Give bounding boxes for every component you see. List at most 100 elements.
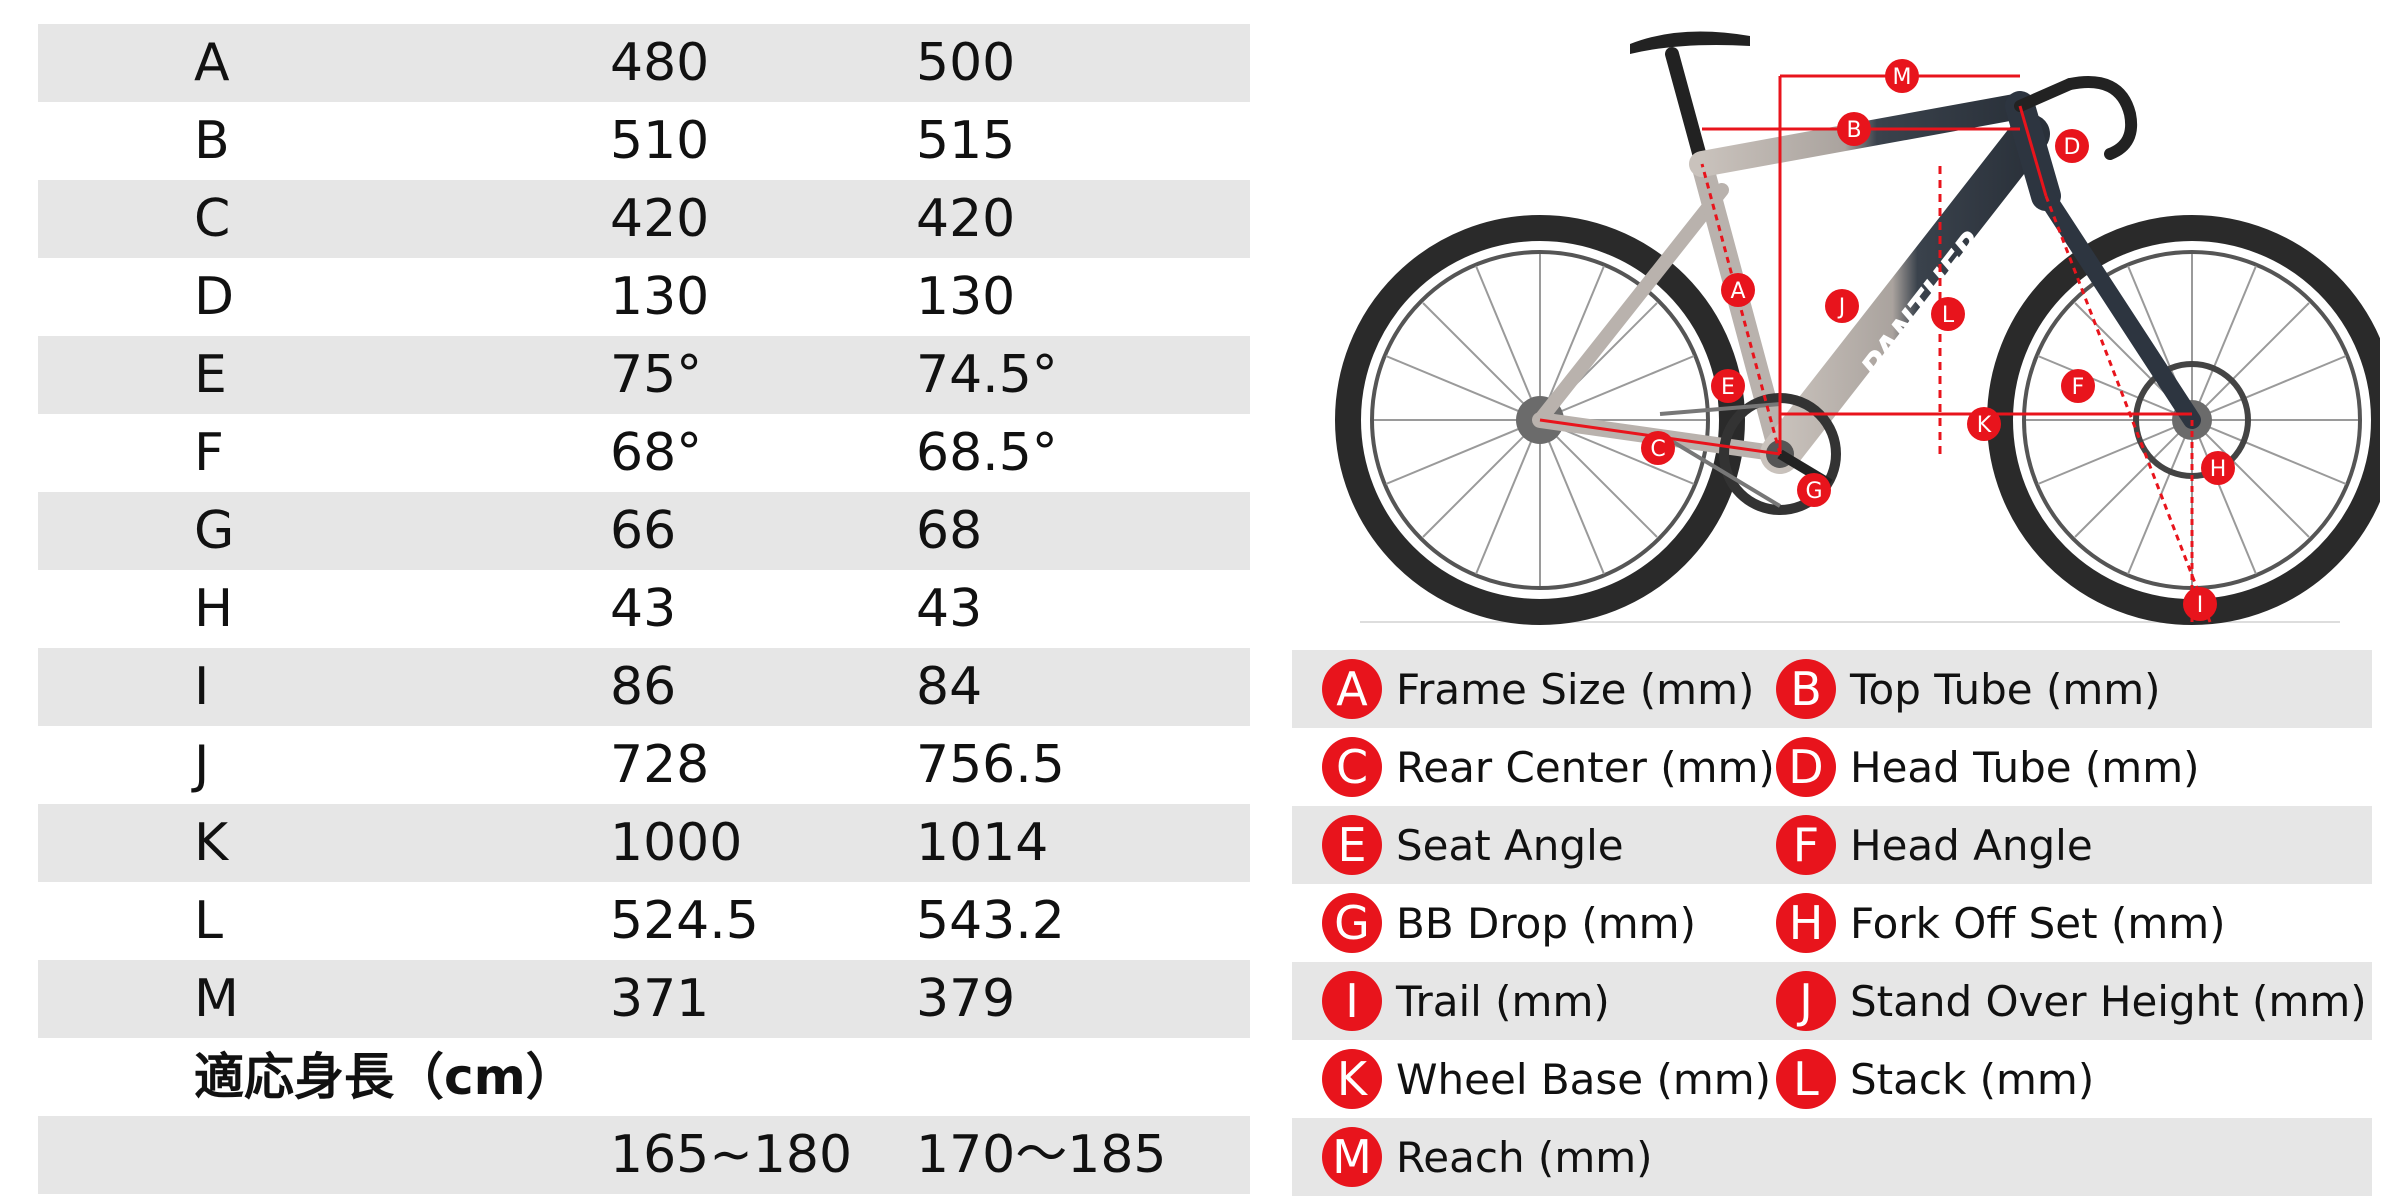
- marker-c-label: C: [1650, 437, 1665, 462]
- legend-label: Stack (mm): [1850, 1054, 2095, 1104]
- legend-row: G BB Drop (mm) H Fork Off Set (mm): [1292, 884, 2372, 962]
- legend-item-bb-drop: G BB Drop (mm): [1322, 884, 1696, 962]
- size2-value: 500: [916, 33, 1016, 93]
- letter-g-icon: G: [1322, 893, 1382, 953]
- marker-e: E: [1711, 369, 1745, 403]
- size2-value: 74.5°: [916, 345, 1058, 405]
- height-range-row: 165~180 170～185: [38, 1116, 1250, 1194]
- legend-label: Rear Center (mm): [1396, 742, 1775, 792]
- legend-item-wheel-base: K Wheel Base (mm): [1322, 1040, 1771, 1118]
- letter-a-icon: A: [1322, 659, 1382, 719]
- size1-value: 130: [610, 267, 710, 327]
- letter-i-icon: I: [1322, 971, 1382, 1031]
- size2-value: 43: [916, 579, 983, 639]
- marker-k-label: K: [1977, 413, 1992, 438]
- marker-d-label: D: [2064, 135, 2081, 160]
- letter-h-icon: H: [1776, 893, 1836, 953]
- size2-value: 1014: [916, 813, 1049, 873]
- table-row: K 1000 1014: [38, 804, 1250, 882]
- table-row: F 68° 68.5°: [38, 414, 1250, 492]
- legend-row: M Reach (mm): [1292, 1118, 2372, 1196]
- row-key: F: [194, 423, 224, 483]
- marker-j-label: J: [1837, 295, 1846, 320]
- letter-e-icon: E: [1322, 815, 1382, 875]
- marker-i-label: I: [2197, 593, 2204, 618]
- handlebar: [2064, 76, 2137, 160]
- letter-m-icon: M: [1322, 1127, 1382, 1187]
- size2-value: 515: [916, 111, 1016, 171]
- height-range-size2: 170～185: [916, 1125, 1167, 1185]
- table-row: M 371 379: [38, 960, 1250, 1038]
- row-key: J: [194, 735, 210, 795]
- size2-value: 756.5: [916, 735, 1065, 795]
- letter-j-icon: J: [1776, 971, 1836, 1031]
- legend-row: A Frame Size (mm) B Top Tube (mm): [1292, 650, 2372, 728]
- height-range-size1: 165~180: [610, 1125, 853, 1185]
- marker-f: F: [2061, 369, 2095, 403]
- marker-j: J: [1825, 289, 1859, 323]
- legend-label: Top Tube (mm): [1850, 664, 2161, 714]
- legend-item-head-angle: F Head Angle: [1776, 806, 2093, 884]
- legend-label: Wheel Base (mm): [1396, 1054, 1772, 1104]
- legend-row: E Seat Angle F Head Angle: [1292, 806, 2372, 884]
- row-key: A: [194, 33, 230, 93]
- height-header-row: 適応身長（cm）: [38, 1038, 1250, 1116]
- row-key: M: [194, 969, 239, 1029]
- marker-k: K: [1967, 407, 2001, 441]
- legend-item-stand-over-height: J Stand Over Height (mm): [1776, 962, 2367, 1040]
- legend-item-stack: L Stack (mm): [1776, 1040, 2094, 1118]
- row-key: E: [194, 345, 227, 405]
- row-key: D: [194, 267, 235, 327]
- size1-value: 68°: [610, 423, 703, 483]
- marker-g: G: [1797, 473, 1831, 507]
- marker-c: C: [1641, 431, 1675, 465]
- legend-label: BB Drop (mm): [1396, 898, 1696, 948]
- marker-l-label: L: [1942, 303, 1955, 328]
- legend-item-reach: M Reach (mm): [1322, 1118, 1653, 1196]
- legend-label: Trail (mm): [1396, 976, 1610, 1026]
- size1-value: 480: [610, 33, 710, 93]
- table-row: E 75° 74.5°: [38, 336, 1250, 414]
- size1-value: 86: [610, 657, 677, 717]
- legend-item-seat-angle: E Seat Angle: [1322, 806, 1624, 884]
- size2-value: 379: [916, 969, 1016, 1029]
- size1-value: 43: [610, 579, 677, 639]
- legend-item-top-tube: B Top Tube (mm): [1776, 650, 2161, 728]
- row-key: L: [194, 891, 223, 951]
- legend-label: Frame Size (mm): [1396, 664, 1755, 714]
- marker-h-label: H: [2210, 457, 2227, 482]
- marker-l: L: [1931, 297, 1965, 331]
- marker-f-label: F: [2072, 375, 2085, 400]
- geometry-table: A 480 500 B 510 515 C 420 420 D 130 130 …: [38, 24, 1250, 1194]
- marker-b: B: [1837, 112, 1871, 146]
- size2-value: 130: [916, 267, 1016, 327]
- size1-value: 420: [610, 189, 710, 249]
- table-row: L 524.5 543.2: [38, 882, 1250, 960]
- marker-m-label: M: [1893, 65, 1912, 90]
- letter-f-icon: F: [1776, 815, 1836, 875]
- size2-value: 68: [916, 501, 983, 561]
- legend-item-head-tube: D Head Tube (mm): [1776, 728, 2200, 806]
- letter-c-icon: C: [1322, 737, 1382, 797]
- marker-a-label: A: [1730, 279, 1745, 304]
- legend-row: I Trail (mm) J Stand Over Height (mm): [1292, 962, 2372, 1040]
- measurement-legend: A Frame Size (mm) B Top Tube (mm) C Rear…: [1292, 650, 2372, 1196]
- marker-a: A: [1721, 273, 1755, 307]
- legend-label: Seat Angle: [1396, 820, 1624, 870]
- size1-value: 1000: [610, 813, 743, 873]
- legend-label: Head Tube (mm): [1850, 742, 2200, 792]
- legend-label: Reach (mm): [1396, 1132, 1653, 1182]
- size1-value: 524.5: [610, 891, 759, 951]
- letter-d-icon: D: [1776, 737, 1836, 797]
- size1-value: 728: [610, 735, 710, 795]
- size2-value: 420: [916, 189, 1016, 249]
- table-row: J 728 756.5: [38, 726, 1250, 804]
- marker-h: H: [2201, 451, 2235, 485]
- table-row: A 480 500: [38, 24, 1250, 102]
- legend-item-rear-center: C Rear Center (mm): [1322, 728, 1775, 806]
- height-label: 適応身長（cm）: [194, 1048, 576, 1106]
- row-key: G: [194, 501, 235, 561]
- size2-value: 543.2: [916, 891, 1065, 951]
- size1-value: 75°: [610, 345, 703, 405]
- row-key: C: [194, 189, 231, 249]
